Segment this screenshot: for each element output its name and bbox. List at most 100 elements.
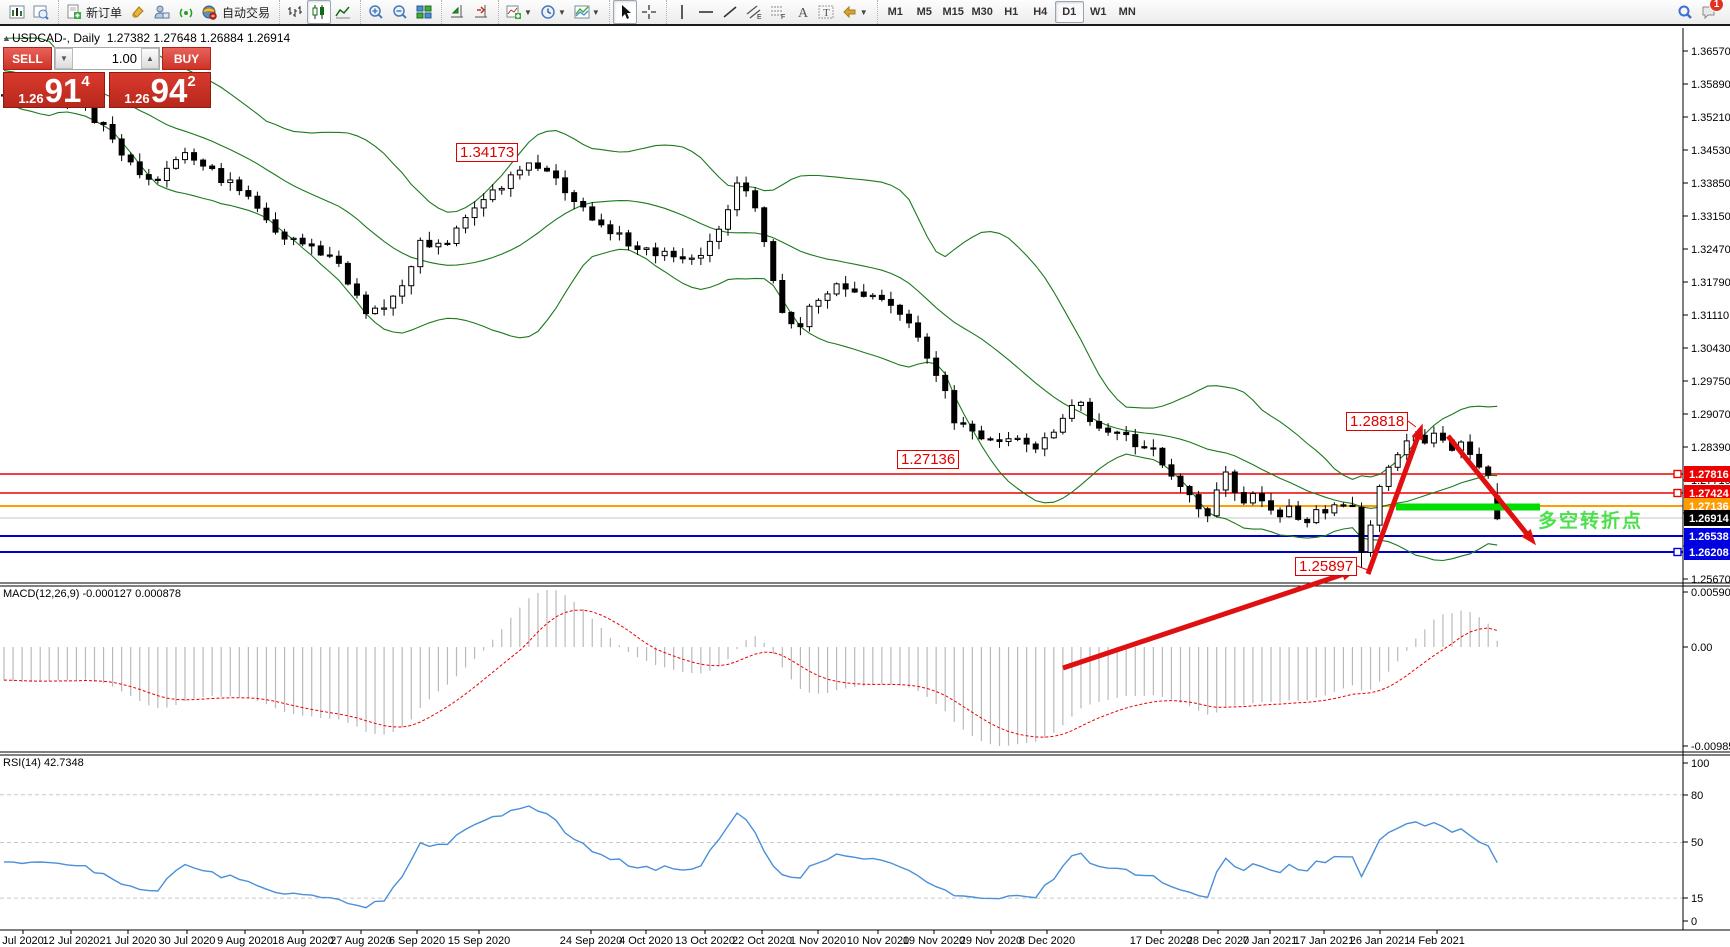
date-tick: 19 Nov 2020: [903, 935, 965, 947]
date-tick: 22 Oct 2020: [732, 935, 792, 947]
buy-price-pips: 94: [150, 71, 188, 109]
cursor-button[interactable]: [612, 0, 637, 24]
date-tick: 1 Nov 2020: [790, 935, 846, 947]
timeframe-D1-button[interactable]: D1: [1054, 1, 1084, 23]
line-chart-button[interactable]: [331, 0, 355, 24]
line-handle[interactable]: [1673, 488, 1682, 498]
trend-arrow[interactable]: [1446, 434, 1533, 541]
zoom-in-icon: [369, 5, 383, 19]
date-tick: 24 Sep 2020: [560, 935, 622, 947]
new-order-button[interactable]: 新订单: [62, 0, 126, 24]
price-tick: 1.33850: [1691, 178, 1730, 190]
svg-text:F: F: [781, 14, 785, 20]
tile-windows-button[interactable]: [412, 0, 436, 24]
clock-button[interactable]: ▼: [536, 0, 570, 24]
timeframe-W1-button[interactable]: W1: [1089, 6, 1107, 18]
zoom-in-button[interactable]: [364, 0, 388, 24]
timeframe-H4-button[interactable]: H4: [1033, 6, 1048, 18]
signals-button[interactable]: [174, 0, 198, 24]
volume-decrease-button[interactable]: ▼: [55, 48, 73, 69]
chart-shift-icon: [475, 5, 488, 18]
date-tick: Jul 2020: [2, 935, 44, 947]
search-button[interactable]: [1673, 0, 1697, 24]
price-callout-label[interactable]: 1.34173: [456, 143, 519, 162]
chart-shift-button[interactable]: [469, 0, 493, 24]
price-callout-label[interactable]: 1.25897: [1295, 557, 1358, 576]
channel-button[interactable]: E: [742, 0, 766, 24]
experts-icon: [154, 5, 170, 19]
candles-button[interactable]: [307, 0, 332, 24]
volume-increase-button[interactable]: ▲: [141, 48, 159, 69]
fibo-button[interactable]: F: [766, 0, 790, 24]
one-click-trading-toggle[interactable]: ▲: [2, 33, 11, 43]
line-handle[interactable]: [1673, 469, 1682, 479]
turning-point-line[interactable]: [1396, 503, 1540, 511]
price-tick: 1.28390: [1691, 442, 1730, 454]
zoom-out-button[interactable]: [388, 0, 412, 24]
arrowhead: [1521, 529, 1537, 546]
chevron-down-icon[interactable]: ▼: [557, 7, 566, 17]
vline-button[interactable]: [670, 0, 694, 24]
trendline-button[interactable]: [718, 0, 742, 24]
trend-arrow[interactable]: [1365, 430, 1423, 575]
buy-price-button[interactable]: 1.26 94 2: [109, 72, 211, 108]
date-tick: 29 Nov 2020: [960, 935, 1022, 947]
auto-scroll-button[interactable]: [445, 0, 469, 24]
price-callout-label[interactable]: 1.27136: [897, 450, 960, 469]
text-button[interactable]: A: [790, 0, 814, 24]
timeframe-M1-button[interactable]: M1: [887, 6, 903, 18]
bars-button[interactable]: [283, 0, 307, 24]
toolbar-group-objects: E F A T ▼: [665, 0, 875, 24]
timeframe-M15-button[interactable]: M15: [942, 6, 964, 18]
date-tick: 30 Jul 2020: [159, 935, 216, 947]
new-chart-button[interactable]: [5, 0, 29, 24]
rsi-scale-tick: 50: [1691, 837, 1703, 849]
timeframe-M5-button[interactable]: M5: [916, 6, 932, 18]
eraser-button[interactable]: [126, 0, 150, 24]
rsi-scale-tick: 15: [1691, 893, 1703, 905]
chart-symbol: USDCAD-, Daily: [12, 31, 101, 45]
sell-button[interactable]: SELL: [3, 47, 52, 70]
timeframe-M30-button[interactable]: M30: [971, 6, 993, 18]
shapes-button[interactable]: ▼: [838, 0, 872, 24]
timeframe-H1-button[interactable]: H1: [1004, 6, 1019, 18]
line-handle[interactable]: [1673, 547, 1682, 557]
price-callout-label[interactable]: 1.28818: [1346, 412, 1409, 431]
chart-title: USDCAD-, Daily 1.27382 1.27648 1.26884 1…: [12, 31, 290, 45]
templates-button[interactable]: ▼: [570, 0, 604, 24]
date-tick: 12 Jul 2020: [43, 935, 100, 947]
notifications-button[interactable]: 1: [1697, 0, 1724, 24]
chevron-down-icon[interactable]: ▼: [859, 7, 868, 17]
price-tick: 1.35890: [1691, 79, 1730, 91]
price-tick: 1.31110: [1691, 310, 1729, 322]
new-order-icon: [67, 4, 81, 19]
experts-button[interactable]: [150, 0, 174, 24]
price-badge-label: 1.26914: [1689, 513, 1730, 525]
svg-text:A: A: [798, 6, 809, 20]
rsi-scale-tick: 80: [1691, 790, 1703, 802]
sell-price-button[interactable]: 1.26 91 4: [3, 72, 105, 108]
autotrade-button[interactable]: 自动交易: [198, 0, 274, 24]
hline-button[interactable]: [694, 0, 718, 24]
sell-price-point: 4: [81, 73, 90, 90]
chevron-down-icon[interactable]: ▼: [591, 7, 600, 17]
turning-point-annotation[interactable]: 多空转折点: [1538, 511, 1644, 532]
toolbar-group-right: 1: [1670, 0, 1730, 24]
chevron-down-icon[interactable]: ▼: [524, 7, 532, 17]
crosshair-button[interactable]: [637, 0, 661, 24]
date-tick: 15 Sep 2020: [448, 935, 510, 947]
date-tick: 7 Jan 2021: [1243, 935, 1297, 947]
volume-value[interactable]: 1.00: [111, 51, 137, 66]
profiles-button[interactable]: [29, 0, 53, 24]
toolbar-group-pointer: [608, 0, 664, 24]
price-badge: [1684, 485, 1730, 501]
indicators-button[interactable]: ▼: [502, 0, 536, 24]
toolbar-group-timeframes: M1 M5 M15 M30 H1 H4 D1 W1 MN: [876, 0, 1145, 24]
trend-arrow[interactable]: [1062, 569, 1351, 671]
timeframe-MN-button[interactable]: MN: [1118, 6, 1136, 18]
new-chart-icon: [9, 5, 25, 19]
label-button[interactable]: T: [814, 0, 838, 24]
buy-button[interactable]: BUY: [162, 47, 211, 70]
indicators-icon: [506, 5, 522, 19]
